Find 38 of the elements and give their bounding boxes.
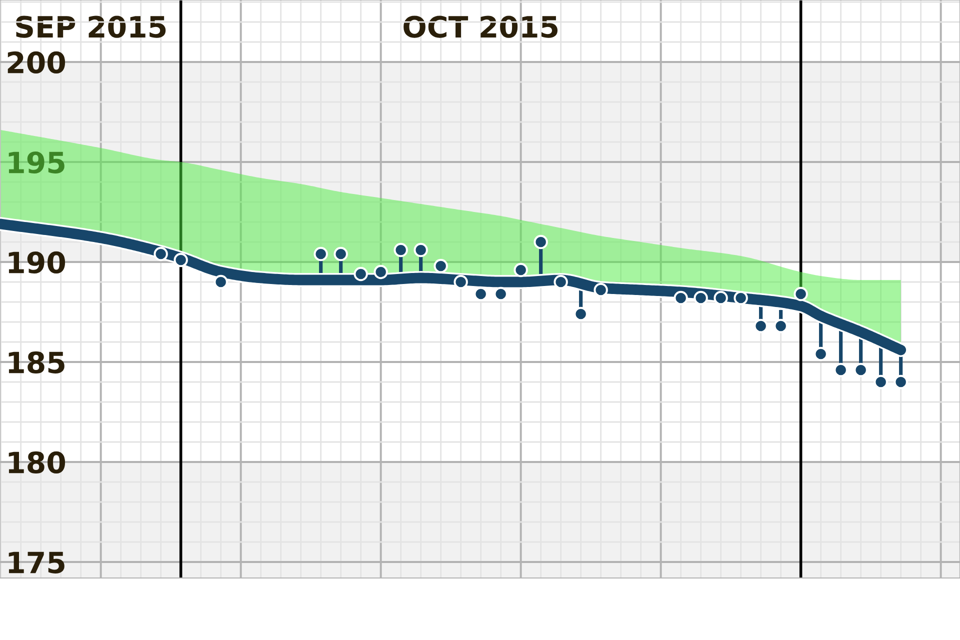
point — [214, 274, 228, 290]
point — [754, 318, 768, 334]
x-tick-label: SEP 2015 — [16, 16, 166, 38]
point — [714, 290, 728, 306]
y-tick-label: 200 — [8, 51, 66, 74]
point — [454, 274, 468, 290]
point — [494, 286, 508, 302]
point — [894, 374, 908, 390]
point — [574, 306, 588, 322]
point — [154, 246, 168, 262]
point — [434, 258, 448, 274]
point — [594, 282, 608, 298]
point — [354, 266, 368, 282]
point — [674, 290, 688, 306]
point — [734, 290, 748, 306]
point — [514, 262, 528, 278]
point — [554, 274, 568, 290]
y-tick-label: 185 — [8, 351, 64, 374]
point — [334, 246, 348, 262]
point — [794, 286, 808, 302]
point — [694, 290, 708, 306]
x-tick-label: OCT 2015 — [404, 16, 558, 38]
y-tick-label: 175 — [8, 552, 64, 574]
point — [474, 286, 488, 302]
point — [394, 242, 408, 258]
y-tick-label: 190 — [8, 251, 66, 274]
y-tick-label: 195 — [8, 151, 64, 174]
point — [854, 362, 868, 378]
point — [314, 246, 328, 262]
point — [874, 374, 888, 390]
point — [834, 362, 848, 378]
y-tick-label: 180 — [8, 451, 66, 474]
point — [374, 264, 388, 280]
point — [534, 234, 548, 250]
point — [814, 346, 828, 362]
point — [174, 252, 188, 268]
point — [414, 242, 428, 258]
point — [774, 318, 788, 334]
